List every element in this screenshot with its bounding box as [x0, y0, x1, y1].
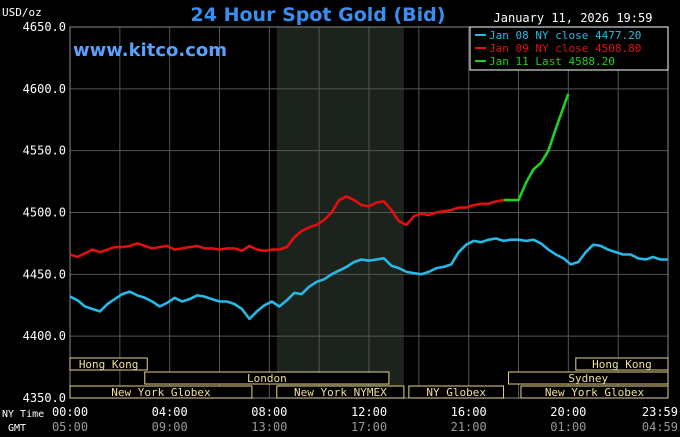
- units-label: USD/oz: [2, 6, 42, 19]
- datetime-label: January 11, 2026 19:59: [494, 11, 653, 25]
- session-label: New York NYMEX: [294, 386, 387, 399]
- x-tick-label-ny: 08:00: [251, 405, 287, 419]
- session-box: [508, 371, 669, 385]
- session-box: [575, 357, 669, 371]
- x-tick-label-ny: 16:00: [451, 405, 487, 419]
- x-tick-label-ny: 23:59: [642, 405, 678, 419]
- x-tick-label-ny: 04:00: [152, 405, 188, 419]
- legend-jan11: Jan 11 Last 4588.20: [489, 55, 615, 68]
- x-tick-label-gmt: 09:00: [152, 420, 188, 434]
- x-tick-label-gmt: 04:59: [642, 420, 678, 434]
- chart-title: 24 Hour Spot Gold (Bid): [191, 4, 446, 26]
- y-tick-label: 4550.0: [23, 144, 66, 158]
- series-line-jan-11: [503, 93, 570, 202]
- legend-jan08: Jan 08 NY close 4477.20: [489, 29, 641, 42]
- session-box: [69, 385, 253, 399]
- x-tick-label-ny: 20:00: [550, 405, 586, 419]
- y-tick-label: 4500.0: [23, 206, 66, 220]
- session-label: Hong Kong: [592, 358, 652, 371]
- session-box: [69, 357, 148, 371]
- x-tick-label-ny: 12:00: [351, 405, 387, 419]
- series-line-jan-09: [69, 195, 504, 259]
- session-box: [520, 385, 669, 399]
- session-label: Hong Kong: [79, 358, 139, 371]
- legend-jan09: Jan 09 NY close 4508.80: [489, 42, 641, 55]
- x-tick-label-gmt: 13:00: [251, 420, 287, 434]
- x-tick-label-gmt: 01:00: [550, 420, 586, 434]
- session-box: [408, 385, 505, 399]
- session-box: [144, 371, 390, 385]
- session-label: Sydney: [568, 372, 608, 385]
- y-tick-label: 4400.0: [23, 329, 66, 343]
- session-label: New York Globex: [545, 386, 645, 399]
- session-label: New York Globex: [111, 386, 211, 399]
- gmt-label: GMT: [8, 423, 26, 434]
- x-tick-label-gmt: 17:00: [351, 420, 387, 434]
- watermark: www.kitco.com: [73, 40, 227, 61]
- series-line-jan-08: [69, 237, 668, 321]
- x-tick-label-ny: 00:00: [52, 405, 88, 419]
- y-tick-label: 4650.0: [23, 20, 66, 34]
- session-label: NY Globex: [426, 386, 486, 399]
- legend: Jan 08 NY close 4477.20 Jan 09 NY close …: [469, 26, 669, 71]
- session-label: London: [247, 372, 287, 385]
- session-box: [276, 385, 405, 399]
- y-tick-label: 4350.0: [23, 391, 66, 405]
- y-tick-label: 4600.0: [23, 82, 66, 96]
- y-tick-label: 4450.0: [23, 267, 66, 281]
- ny-time-label: NY Time: [2, 409, 44, 420]
- x-tick-label-gmt: 05:00: [52, 420, 88, 434]
- x-tick-label-gmt: 21:00: [451, 420, 487, 434]
